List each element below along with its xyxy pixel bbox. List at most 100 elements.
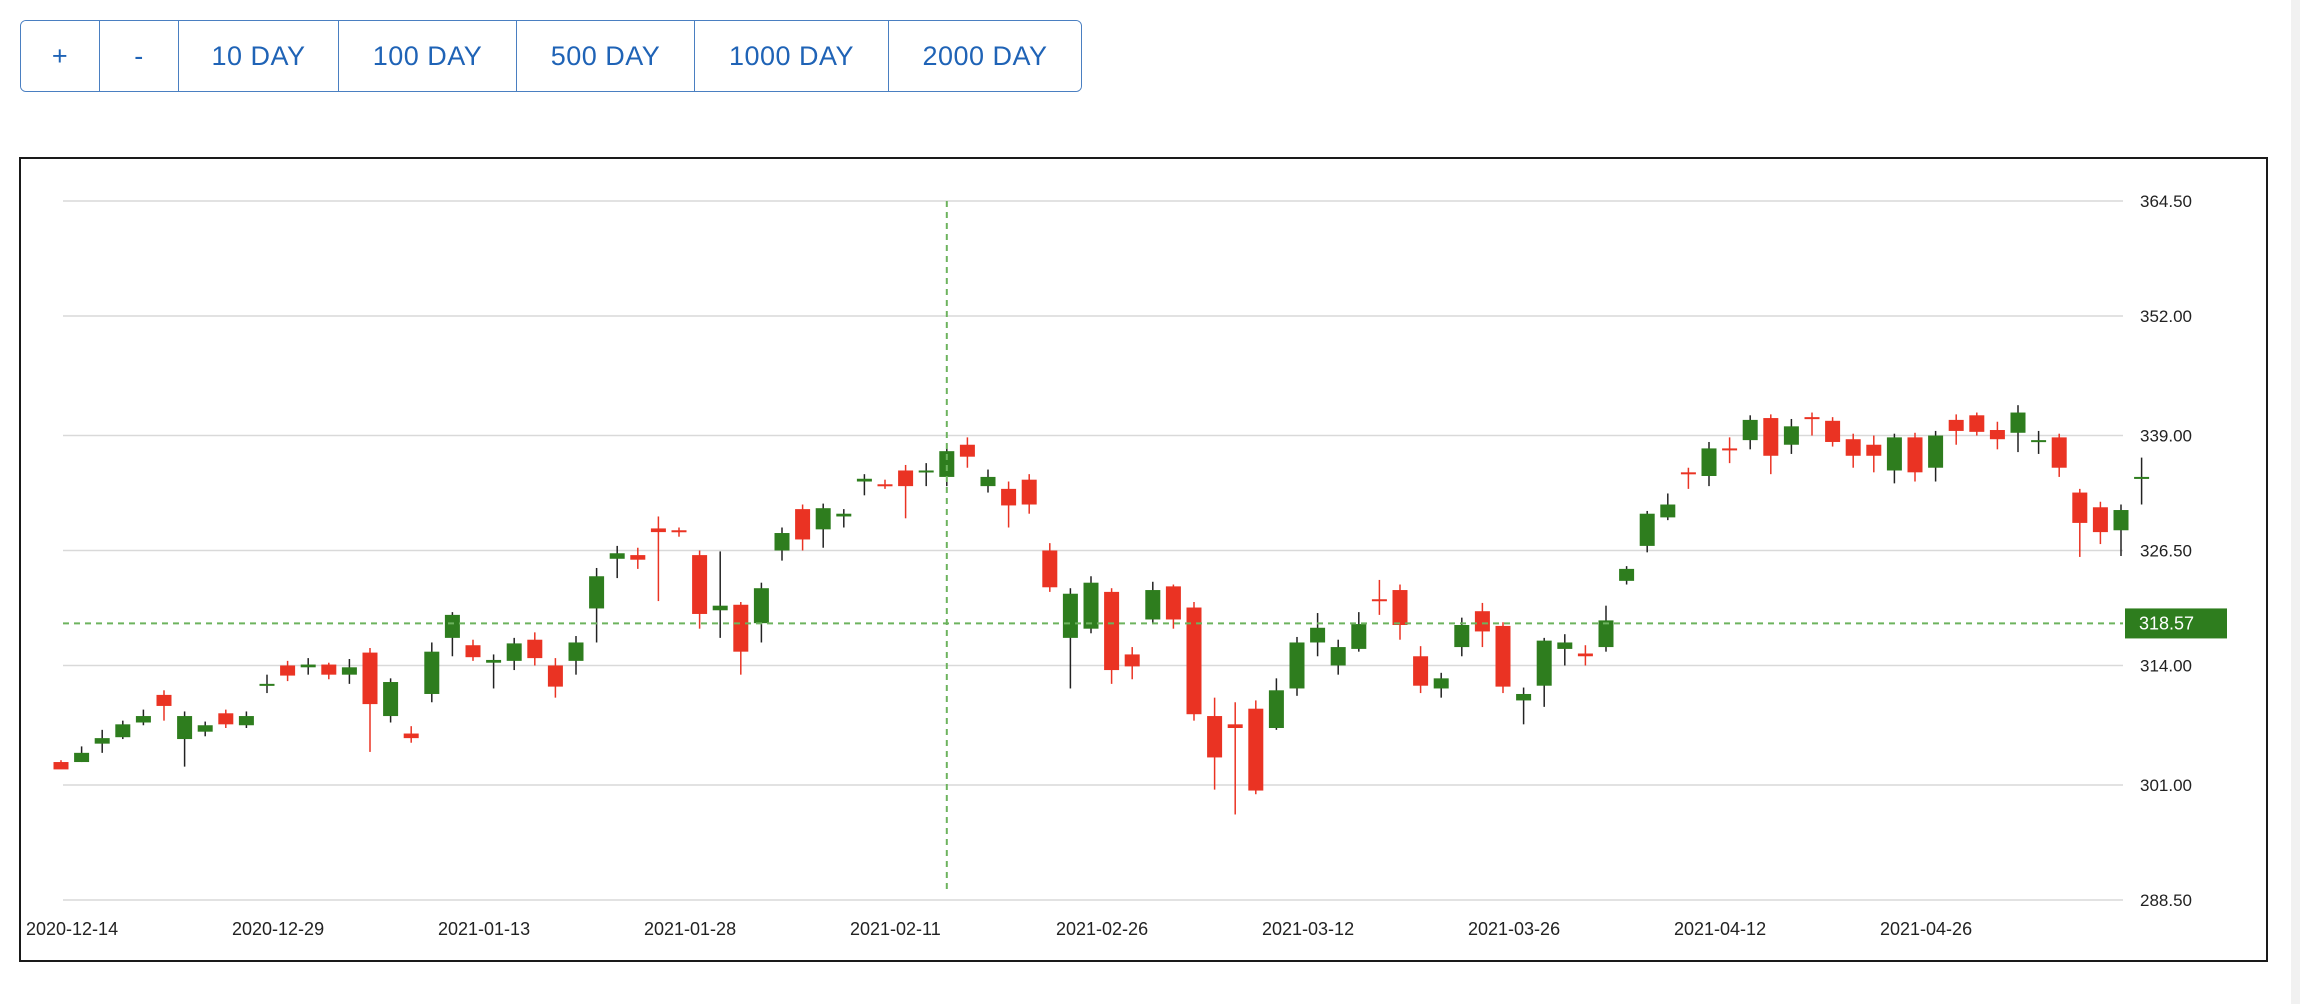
candle-down[interactable] xyxy=(1413,646,1429,694)
candle-down[interactable] xyxy=(1722,437,1738,464)
range-1000-day-button[interactable]: 1000 DAY xyxy=(695,21,889,91)
candle-up[interactable] xyxy=(1145,581,1161,625)
candle-down[interactable] xyxy=(1104,588,1120,684)
candle-up[interactable] xyxy=(774,527,790,561)
candle-down[interactable] xyxy=(671,527,687,537)
candle-down[interactable] xyxy=(527,632,543,666)
candle-down[interactable] xyxy=(2051,433,2067,477)
candle-up[interactable] xyxy=(2113,504,2129,557)
candle-up[interactable] xyxy=(980,469,996,493)
candle-up[interactable] xyxy=(259,674,275,694)
candle-down[interactable] xyxy=(321,662,337,680)
candle-up[interactable] xyxy=(506,637,522,671)
candle-down[interactable] xyxy=(1948,414,1964,445)
candle-up[interactable] xyxy=(1660,493,1676,521)
candle-up[interactable] xyxy=(753,582,769,643)
range-2000-day-button[interactable]: 2000 DAY xyxy=(889,21,1081,91)
candle-up[interactable] xyxy=(444,612,460,657)
candle-down[interactable] xyxy=(1577,645,1593,666)
candle-up[interactable] xyxy=(856,474,872,496)
candle-up[interactable] xyxy=(1928,430,1944,482)
candle-down[interactable] xyxy=(898,464,914,519)
candle-up[interactable] xyxy=(609,545,625,579)
candle-down[interactable] xyxy=(1165,584,1181,629)
candle-down[interactable] xyxy=(156,690,172,721)
candle-down[interactable] xyxy=(650,516,666,602)
candle-up[interactable] xyxy=(712,551,728,638)
candle-down[interactable] xyxy=(795,504,811,551)
candle-up[interactable] xyxy=(135,709,151,726)
candle-up[interactable] xyxy=(1598,605,1614,652)
candle-up[interactable] xyxy=(197,721,213,737)
candle-up[interactable] xyxy=(424,642,440,703)
candle-up[interactable] xyxy=(1557,634,1573,666)
candle-down[interactable] xyxy=(1680,467,1696,489)
candle-up[interactable] xyxy=(1351,612,1367,652)
candle-down[interactable] xyxy=(1907,432,1923,482)
candle-down[interactable] xyxy=(1001,481,1017,528)
candle-up[interactable] xyxy=(1330,639,1346,675)
range-10-day-button[interactable]: 10 DAY xyxy=(179,21,339,91)
candle-down[interactable] xyxy=(1845,433,1861,468)
candle-up[interactable] xyxy=(2010,405,2026,453)
candle-down[interactable] xyxy=(692,550,708,629)
candle-up[interactable] xyxy=(1886,433,1902,484)
candle-down[interactable] xyxy=(1969,412,1985,436)
candle-down[interactable] xyxy=(280,660,296,682)
candle-down[interactable] xyxy=(1207,697,1223,790)
zoom-in-button[interactable]: + xyxy=(21,21,100,91)
candle-up[interactable] xyxy=(1536,637,1552,707)
candlestick-chart[interactable]: 2020-12-14 2020-12-29 2021-01-13 2021-01-28… xyxy=(21,159,2266,960)
candle-up[interactable] xyxy=(238,711,254,729)
candle-down[interactable] xyxy=(630,547,646,569)
candle-up[interactable] xyxy=(1433,672,1449,698)
candle-down[interactable] xyxy=(403,726,419,743)
candle-up[interactable] xyxy=(2134,457,2150,505)
candle-up[interactable] xyxy=(1619,566,1635,585)
candle-down[interactable] xyxy=(2092,501,2108,545)
candle-down[interactable] xyxy=(362,647,378,752)
candle-up[interactable] xyxy=(568,636,584,675)
candle-down[interactable] xyxy=(1804,412,1820,436)
candle-up[interactable] xyxy=(2031,430,2047,454)
candle-up[interactable] xyxy=(918,463,934,487)
candle-down[interactable] xyxy=(1866,435,1882,473)
candle-down[interactable] xyxy=(2072,488,2088,557)
candle-up[interactable] xyxy=(486,654,502,689)
candle-down[interactable] xyxy=(547,658,563,698)
candle-up[interactable] xyxy=(815,503,831,548)
candle-down[interactable] xyxy=(1227,702,1243,815)
candle-down[interactable] xyxy=(1825,417,1841,447)
candle-up[interactable] xyxy=(1310,613,1326,657)
candle-up[interactable] xyxy=(74,746,90,763)
candle-down[interactable] xyxy=(1186,602,1202,721)
candle-down[interactable] xyxy=(1371,579,1387,615)
candle-up[interactable] xyxy=(177,711,193,767)
candle-up[interactable] xyxy=(1701,441,1717,487)
range-500-day-button[interactable]: 500 DAY xyxy=(517,21,695,91)
candle-up[interactable] xyxy=(1268,678,1284,730)
candle-down[interactable] xyxy=(1474,602,1490,648)
candle-up[interactable] xyxy=(589,567,605,643)
candle-up[interactable] xyxy=(300,658,316,675)
candle-down[interactable] xyxy=(53,760,69,770)
candle-up[interactable] xyxy=(115,720,131,740)
candle-down[interactable] xyxy=(1495,622,1511,694)
candle-down[interactable] xyxy=(1763,414,1779,475)
candle-up[interactable] xyxy=(1083,576,1099,634)
candle-down[interactable] xyxy=(1989,421,2005,450)
candle-down[interactable] xyxy=(1124,647,1140,680)
chart-frame[interactable]: 2020-12-14 2020-12-29 2021-01-13 2021-01-28… xyxy=(19,157,2268,962)
candle-down[interactable] xyxy=(1248,700,1264,795)
candle-down[interactable] xyxy=(218,709,234,729)
candle-up[interactable] xyxy=(1062,588,1078,689)
candle-up[interactable] xyxy=(1742,415,1758,450)
candle-down[interactable] xyxy=(1021,474,1037,514)
candle-down[interactable] xyxy=(465,639,481,661)
candle-down[interactable] xyxy=(1392,584,1408,640)
candle-up[interactable] xyxy=(836,509,852,528)
candle-up[interactable] xyxy=(1516,687,1532,725)
candle-up[interactable] xyxy=(383,678,399,723)
range-100-day-button[interactable]: 100 DAY xyxy=(339,21,517,91)
zoom-out-button[interactable]: - xyxy=(100,21,179,91)
